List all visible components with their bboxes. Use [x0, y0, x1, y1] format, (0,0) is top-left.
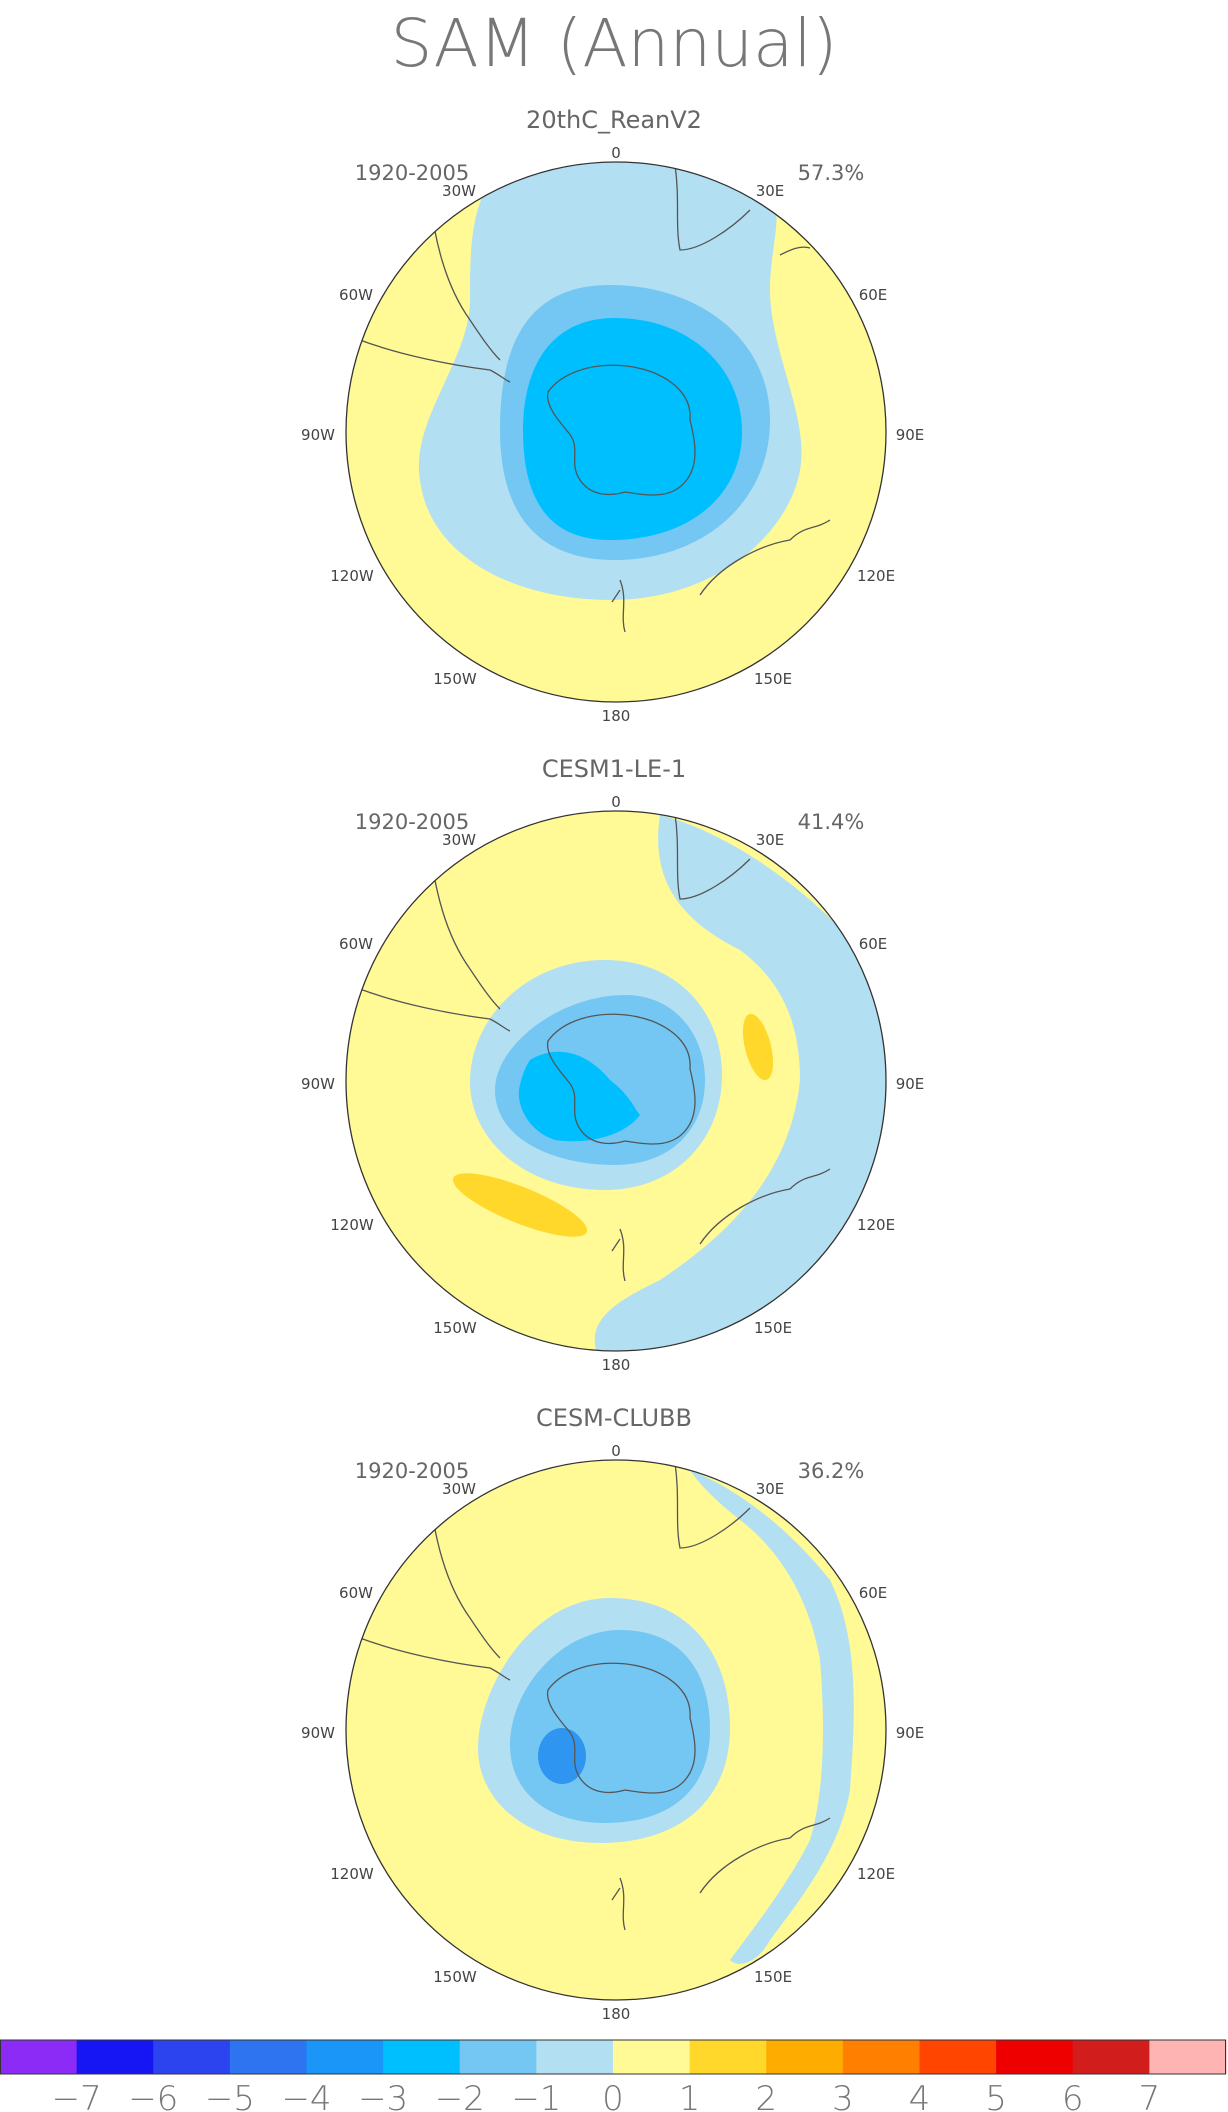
map-3-coastlines — [359, 1462, 831, 1931]
colorbar-tick-label: −2 — [435, 2079, 485, 2112]
lon-label: 90E — [896, 1075, 925, 1093]
colorbar-tick-label: 1 — [679, 2079, 701, 2112]
colorbar-tick-label: −4 — [281, 2079, 331, 2112]
panel-1-variance: 57.3% — [798, 161, 865, 185]
colorbar-swatch — [0, 2040, 78, 2074]
colorbar-tick-label: 0 — [602, 2079, 624, 2112]
panel-1-period: 1920-2005 — [355, 161, 469, 185]
lon-label: 60E — [859, 286, 888, 304]
colorbar-tick-label: 6 — [1062, 2079, 1084, 2112]
lon-label: 60E — [859, 1584, 888, 1602]
lon-label: 120E — [857, 1216, 895, 1234]
lon-label: 120W — [330, 567, 374, 585]
map-2-contour-neg1-east — [594, 815, 886, 1351]
lon-label: 180 — [602, 1356, 631, 1374]
panel-3-period: 1920-2005 — [355, 1459, 469, 1483]
lon-label: 60W — [339, 935, 373, 953]
lon-label: 150W — [433, 670, 477, 688]
lon-label: 90W — [301, 1724, 335, 1742]
colorbar-swatch — [229, 2040, 308, 2074]
figure-title: SAM (Annual) — [390, 5, 837, 82]
map-1-contour-neg3 — [523, 318, 742, 540]
lon-label: 90E — [896, 426, 925, 444]
panel-2-title: CESM1-LE-1 — [542, 755, 686, 783]
map-1-frame — [345, 161, 887, 703]
lon-label: 90W — [301, 1075, 335, 1093]
panel-1-title: 20thC_ReanV2 — [526, 106, 702, 134]
lon-label: 150E — [754, 1968, 792, 1986]
colorbar-swatch — [766, 2040, 844, 2074]
colorbar-tick-label: 4 — [909, 2079, 931, 2112]
lon-label: 0 — [611, 793, 621, 811]
colorbar-tick-label: 5 — [985, 2079, 1007, 2112]
colorbar-tick-label: −7 — [52, 2079, 102, 2112]
map-2-contour-pos1-b — [452, 1173, 588, 1237]
colorbar-swatch — [306, 2040, 384, 2074]
colorbar-swatch — [842, 2040, 921, 2074]
colorbar-swatch — [613, 2040, 691, 2074]
colorbar-tick-label: −5 — [205, 2079, 255, 2112]
colorbar-tick-label: 3 — [832, 2079, 854, 2112]
lon-label: 60W — [339, 286, 373, 304]
colorbar-swatch — [536, 2040, 614, 2074]
lon-label: 30W — [442, 831, 476, 849]
lon-label: 180 — [602, 707, 631, 725]
panel-2-variance: 41.4% — [798, 810, 865, 834]
lon-label: 60E — [859, 935, 888, 953]
lon-label: 150W — [433, 1319, 477, 1337]
lon-label: 90W — [301, 426, 335, 444]
colorbar-swatch — [1072, 2040, 1150, 2074]
lon-label: 120E — [857, 567, 895, 585]
colorbar: −7 −6 −5 −4 −3 −2 −1 0 1 2 3 4 5 6 7 — [0, 2039, 1227, 2112]
panel-2-period: 1920-2005 — [355, 810, 469, 834]
colorbar-swatch — [459, 2040, 537, 2074]
colorbar-swatch — [919, 2040, 997, 2074]
colorbar-border — [0, 2039, 1226, 2075]
lon-label: 90E — [896, 1724, 925, 1742]
lon-label: 30E — [756, 831, 785, 849]
map-1-lon-labels: 0 30E 60E 90E 120E 150E 180 150W 120W 90… — [301, 144, 924, 725]
colorbar-tick-label: −1 — [511, 2079, 561, 2112]
lon-label: 150W — [433, 1968, 477, 1986]
lon-label: 150E — [754, 1319, 792, 1337]
colorbar-tick-label: −3 — [358, 2079, 408, 2112]
panel-3-title: CESM-CLUBB — [536, 1404, 692, 1432]
lon-label: 150E — [754, 670, 792, 688]
map-panel-1: 20thC_ReanV2 1920-2005 57.3% 0 30E 60E 9… — [301, 106, 924, 725]
map-panel-3: CESM-CLUBB 1920-2005 36.2% 0 30E 60E 90E — [301, 1404, 924, 2023]
colorbar-swatch — [76, 2040, 154, 2074]
lon-label: 30W — [442, 182, 476, 200]
panel-3-variance: 36.2% — [798, 1459, 865, 1483]
colorbar-swatch — [689, 2040, 767, 2074]
map-2-contour-neg3 — [518, 1051, 640, 1142]
colorbar-swatch — [153, 2040, 231, 2074]
colorbar-tick-label: 2 — [755, 2079, 777, 2112]
map-3-lon-labels: 0 30E 60E 90E 120E 150E 180 150W 120W 90… — [301, 1442, 924, 2023]
colorbar-tick-label: −6 — [128, 2079, 178, 2112]
colorbar-tick-label: 7 — [1139, 2079, 1161, 2112]
lon-label: 0 — [611, 144, 621, 162]
lon-label: 60W — [339, 1584, 373, 1602]
lon-label: 0 — [611, 1442, 621, 1460]
colorbar-swatch — [383, 2040, 461, 2074]
map-panel-2: CESM1-LE-1 1920-2005 41.4% 0 30E 60E — [301, 755, 924, 1374]
lon-label: 30E — [756, 1480, 785, 1498]
lon-label: 120W — [330, 1865, 374, 1883]
lon-label: 30W — [442, 1480, 476, 1498]
map-2-lon-labels: 0 30E 60E 90E 120E 150E 180 150W 120W 90… — [301, 793, 924, 1374]
lon-label: 180 — [602, 2005, 631, 2023]
map-3-contour-neg1-east — [690, 1470, 854, 1964]
lon-label: 120W — [330, 1216, 374, 1234]
lon-label: 120E — [857, 1865, 895, 1883]
colorbar-swatch — [1149, 2040, 1227, 2074]
colorbar-swatch — [996, 2040, 1074, 2074]
map-3-frame — [345, 1459, 887, 2001]
lon-label: 30E — [756, 182, 785, 200]
map-2-frame — [345, 810, 887, 1352]
map-2-contour-pos1-a — [742, 1013, 774, 1081]
map-1-coastlines — [359, 164, 831, 633]
